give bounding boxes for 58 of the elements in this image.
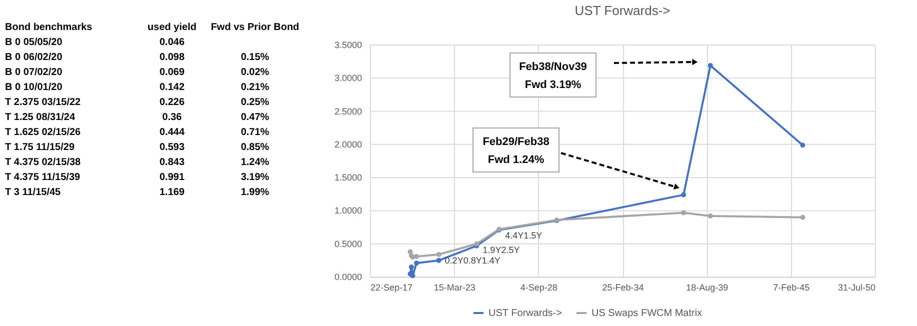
y-tick-label: 1.0000 (334, 206, 362, 216)
text: 0.85% (240, 142, 270, 153)
y-tick-label: 2.5000 (334, 106, 362, 116)
text: 0.098 (159, 52, 185, 63)
x-tick-label: 4-Sep-28 (520, 282, 558, 292)
x-tick-label: 15-Mar-23 (434, 282, 476, 292)
text: used yield (148, 22, 196, 33)
text: T 4.375 11/15/39 (5, 172, 80, 183)
text: 0.25% (240, 97, 270, 108)
text: Bond benchmarks (5, 22, 93, 33)
text: T 4.375 02/15/38 (5, 157, 82, 168)
text: B 0 07/02/20 (5, 67, 63, 78)
chart-title: UST Forwards-> (574, 3, 670, 18)
y-tick-label: 0.5000 (334, 238, 362, 249)
text: Fwd vs Prior Bond (210, 22, 300, 33)
text: 1.169 (159, 187, 185, 198)
annotation: 0.2Y0.8Y1.4Y (444, 255, 500, 266)
text: 0.593 (159, 142, 185, 153)
x-tick-label: 22-Sep-17 (370, 282, 413, 292)
text: 1.24% (240, 157, 270, 168)
text: B 0 05/05/20 (5, 37, 63, 48)
y-tick-label: 0.0000 (334, 272, 362, 282)
text: B 0 10/01/20 (5, 82, 63, 93)
text: 3.19% (240, 172, 270, 183)
text: 0.21% (240, 82, 270, 93)
text: 0.142 (159, 82, 185, 93)
text: 0.046 (159, 37, 185, 48)
text: 0.069 (159, 67, 185, 78)
text: T 3 11/15/45 (5, 187, 62, 198)
text: 0.226 (159, 97, 185, 108)
text: T 1.25 08/31/24 (5, 112, 76, 123)
annotation: 1.9Y2.5Y (482, 244, 520, 255)
x-tick-label: 7-Feb-45 (773, 282, 810, 292)
x-tick-label: 18-Aug-39 (686, 282, 728, 292)
legend-label: UST Forwards-> (488, 308, 562, 319)
text: T 1.625 02/15/26 (5, 127, 82, 138)
text: 0.47% (240, 112, 270, 123)
annotation: Feb29/Feb38 Fwd 1.24% (482, 136, 550, 166)
legend-label: US Swaps FWCM Matrix (592, 308, 702, 319)
text: 0.444 (159, 127, 185, 138)
text: T 2.375 03/15/22 (5, 97, 82, 108)
text: 0.02% (240, 67, 270, 78)
annotation: Feb38/Nov39 Fwd 3.19% (519, 61, 587, 91)
text: 0.36 (162, 112, 182, 123)
text: 0.843 (159, 157, 185, 168)
text: 1.99% (240, 187, 270, 198)
x-tick-label: 25-Feb-34 (602, 282, 644, 292)
text: 0.15% (240, 52, 270, 63)
y-tick-label: 3.5000 (334, 40, 362, 50)
text: T 1.75 11/15/29 (5, 142, 75, 153)
text: 0.71% (240, 127, 270, 138)
y-tick-label: 2.0000 (334, 139, 362, 150)
y-tick-label: 1.5000 (334, 172, 362, 183)
text: 0.991 (159, 172, 185, 183)
x-tick-label: 31-Jul-50 (838, 282, 876, 292)
annotation: 4.4Y1.5Y (505, 230, 542, 240)
text: B 0 06/02/20 (5, 52, 63, 63)
y-tick-label: 3.0000 (334, 73, 362, 84)
